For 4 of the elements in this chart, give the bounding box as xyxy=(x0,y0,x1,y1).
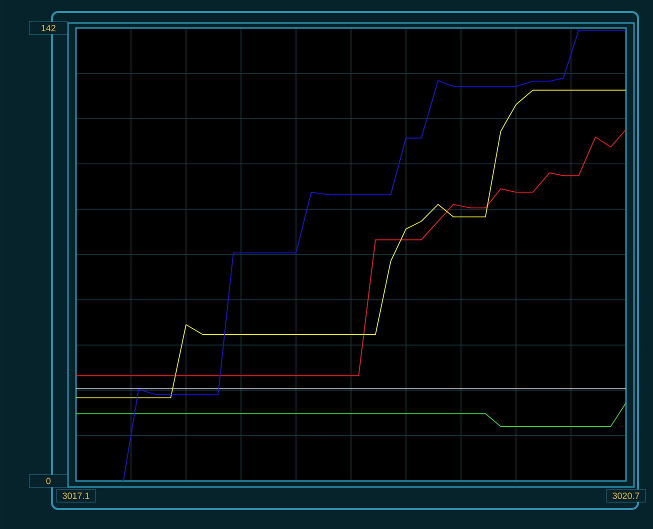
x-tick-label: 3020.7 xyxy=(612,492,640,499)
y-tick-label: 0 xyxy=(46,478,51,484)
y-tick-label: 142 xyxy=(42,24,56,32)
x-tick-label: 3017.1 xyxy=(62,492,90,499)
